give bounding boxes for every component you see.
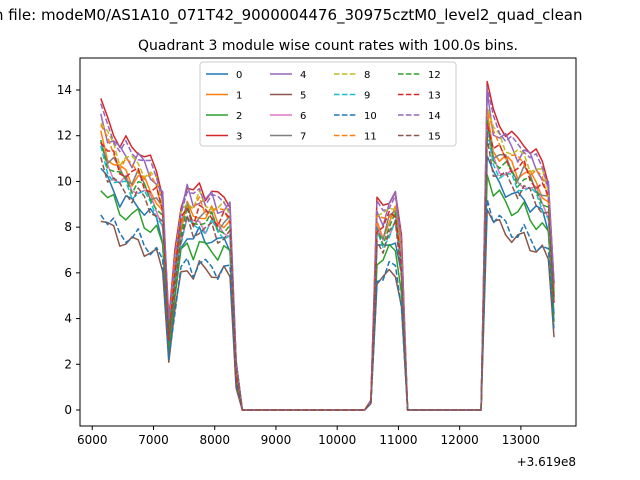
x-tick-label: 9000 bbox=[261, 433, 292, 447]
legend-label-6: 6 bbox=[300, 111, 306, 122]
series-layer bbox=[100, 80, 555, 411]
legend-label-8: 8 bbox=[364, 70, 370, 81]
legend-label-1: 1 bbox=[236, 91, 242, 102]
legend-label-11: 11 bbox=[364, 132, 377, 143]
legend-label-14: 14 bbox=[428, 111, 441, 122]
legend-label-5: 5 bbox=[300, 91, 306, 102]
chart-title: Quadrant 3 module wise count rates with … bbox=[138, 38, 518, 54]
y-tick-label: 6 bbox=[64, 266, 72, 280]
x-tick-label: 7000 bbox=[138, 433, 169, 447]
legend-box bbox=[199, 61, 457, 147]
x-tick-label: 13000 bbox=[502, 433, 540, 447]
x-tick-label: 10000 bbox=[318, 433, 356, 447]
legend-label-12: 12 bbox=[428, 70, 441, 81]
axis-ticks: 6000 7000 8000 9000 10000 11000 12000 13000 0 2 4 6… bbox=[57, 83, 540, 447]
y-tick-label: 2 bbox=[64, 357, 72, 371]
legend-label-13: 13 bbox=[428, 91, 441, 102]
y-tick-label: 10 bbox=[57, 174, 72, 188]
series-line-8 bbox=[100, 106, 555, 411]
y-tick-label: 4 bbox=[64, 312, 72, 326]
chart-suptitle: n file: modeM0/AS1A10_071T42_9000004476_… bbox=[0, 6, 583, 25]
legend-label-2: 2 bbox=[236, 111, 242, 122]
y-tick-label: 0 bbox=[64, 403, 72, 417]
series-line-5 bbox=[100, 208, 555, 411]
series-line-13 bbox=[100, 123, 555, 411]
legend-label-3: 3 bbox=[236, 132, 242, 143]
x-offset-label: +3.619e8 bbox=[517, 455, 576, 469]
legend-label-0: 0 bbox=[236, 70, 242, 81]
legend-label-10: 10 bbox=[364, 111, 377, 122]
legend-label-4: 4 bbox=[300, 70, 306, 81]
legend-label-9: 9 bbox=[364, 91, 370, 102]
x-tick-label: 8000 bbox=[199, 433, 230, 447]
series-line-15 bbox=[100, 136, 555, 411]
y-tick-label: 8 bbox=[64, 220, 72, 234]
series-line-10 bbox=[100, 198, 555, 411]
series-line-9 bbox=[100, 128, 555, 411]
plot-frame bbox=[79, 57, 577, 427]
x-tick-label: 6000 bbox=[77, 433, 108, 447]
y-tick-label: 12 bbox=[57, 129, 72, 143]
x-tick-label: 12000 bbox=[441, 433, 479, 447]
legend-label-7: 7 bbox=[300, 132, 306, 143]
y-tick-label: 14 bbox=[57, 83, 72, 97]
legend-label-15: 15 bbox=[428, 132, 441, 143]
x-tick-label: 11000 bbox=[379, 433, 417, 447]
